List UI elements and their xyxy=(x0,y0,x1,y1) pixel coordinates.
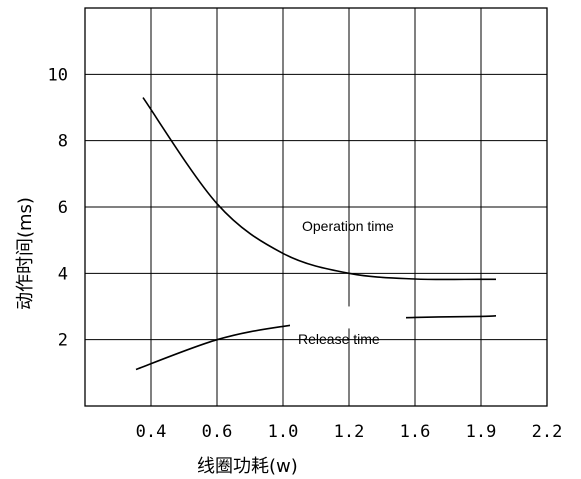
series-label-operation-time: Operation time xyxy=(302,218,394,234)
x-tick-label: 1.6 xyxy=(400,422,431,442)
x-tick-label: 1.9 xyxy=(466,422,497,442)
y-tick-label: 10 xyxy=(48,65,68,85)
x-tick-label: 0.4 xyxy=(136,422,167,442)
series-group xyxy=(135,97,497,371)
y-tick-label: 2 xyxy=(58,331,68,351)
x-tick-label: 1.0 xyxy=(268,422,299,442)
grid xyxy=(84,7,548,407)
label-backdrop xyxy=(290,306,406,329)
y-tick-label: 8 xyxy=(58,132,68,152)
series-label-release-time: Release time xyxy=(298,331,380,347)
tick-labels: 0.4 0.6 1.0 1.2 1.6 1.9 2.2 2 4 6 8 10 xyxy=(48,65,563,442)
x-tick-label: 0.6 xyxy=(202,422,233,442)
x-tick-label: 1.2 xyxy=(334,422,365,442)
plot-frame xyxy=(84,7,548,407)
x-axis-title: 线圈功耗(w) xyxy=(197,456,298,477)
y-axis-title: 动作时间(ms) xyxy=(15,197,36,310)
operation-time-curve xyxy=(142,97,497,281)
y-tick-label: 4 xyxy=(58,264,68,284)
y-tick-label: 6 xyxy=(58,198,68,218)
x-tick-label: 2.2 xyxy=(532,422,563,442)
